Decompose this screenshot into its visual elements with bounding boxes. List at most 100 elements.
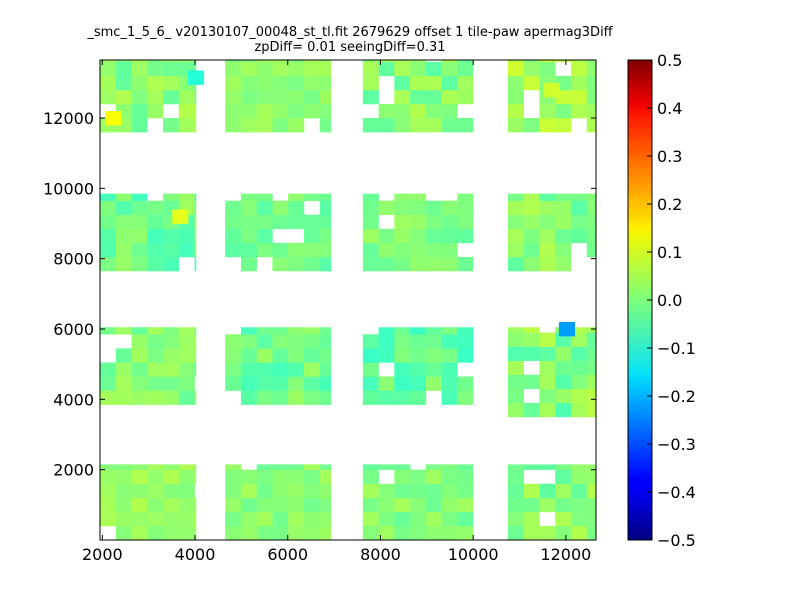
heatmap-cell [178, 390, 195, 405]
heatmap-cell [555, 214, 572, 230]
heatmap-cell [523, 60, 540, 63]
heatmap-cell [115, 390, 132, 405]
heatmap-cell [539, 525, 556, 541]
heatmap-cell [441, 256, 458, 272]
heatmap-cell [240, 75, 257, 91]
heatmap-cells [100, 60, 597, 541]
heatmap-cell [555, 256, 572, 272]
heatmap-cell [362, 464, 379, 470]
heatmap-cell [256, 497, 273, 513]
heatmap-cell [523, 214, 540, 230]
heatmap-cell [441, 118, 458, 133]
heatmap-cell [147, 75, 164, 91]
heatmap-cell [539, 360, 556, 376]
heatmap-cell [362, 334, 379, 349]
heatmap-cell [131, 469, 148, 485]
heatmap-cell [240, 103, 257, 119]
heatmap-cell [100, 61, 117, 77]
plot-frame [99, 59, 597, 541]
heatmap-cell [100, 256, 117, 272]
heatmap-cell [288, 327, 305, 335]
heatmap-cell [272, 497, 289, 513]
heatmap-cell [555, 497, 572, 513]
heatmap-cell [441, 390, 458, 405]
colorbar-ticks: 0.5 0.4 0.3 0.2 0.1 0.0 −0.1 −0.2 −0.3 −0.4 −0.5 [647, 51, 696, 550]
heatmap-cell [539, 193, 556, 201]
colorbar-tick-label: −0.1 [657, 339, 696, 358]
heatmap-cell [303, 483, 321, 499]
heatmap-cell [457, 256, 474, 272]
heatmap-cell [539, 256, 556, 272]
heatmap-cell [105, 110, 122, 126]
heatmap-cell [272, 511, 289, 527]
heatmap-cell [425, 497, 442, 513]
heatmap-cell [100, 464, 117, 470]
heatmap-cell [539, 332, 556, 347]
heatmap-cell [272, 89, 289, 105]
heatmap-cell [319, 60, 332, 63]
heatmap-cell [303, 214, 321, 230]
heatmap-cell [147, 256, 164, 272]
heatmap-cell [163, 525, 180, 541]
heatmap-cell [100, 390, 117, 405]
heatmap-cell [523, 327, 540, 333]
heatmap-cell [441, 483, 458, 499]
heatmap-cell [378, 256, 395, 272]
heatmap-cell [425, 376, 442, 391]
heatmap-cell [100, 483, 117, 499]
heatmap-cell [288, 61, 305, 77]
heatmap-cell [303, 362, 321, 377]
heatmap-cell [163, 75, 180, 91]
heatmap-cell [303, 75, 321, 91]
heatmap-cell [570, 483, 588, 499]
heatmap-cell [570, 346, 588, 361]
heatmap-cell [362, 348, 379, 363]
heatmap-cell [539, 374, 556, 390]
heatmap-cell [362, 60, 379, 63]
heatmap-cell [303, 525, 321, 541]
y-tick-label: 8000 [53, 250, 94, 269]
heatmap-cell [115, 376, 132, 391]
heatmap-cell [272, 334, 289, 349]
heatmap-cell [555, 60, 572, 63]
heatmap-cell [131, 376, 148, 391]
heatmap-cell [523, 346, 540, 361]
heatmap-cell [256, 525, 273, 541]
heatmap-cell [394, 464, 411, 470]
heatmap-cell [131, 200, 148, 216]
heatmap-cell [240, 497, 257, 513]
heatmap-cell [507, 89, 524, 105]
heatmap-cell [507, 60, 524, 63]
heatmap-cell [586, 214, 597, 230]
heatmap-cell [256, 327, 273, 335]
heatmap-cell [100, 75, 117, 91]
heatmap-cell [256, 214, 273, 230]
heatmap-cell [319, 103, 332, 119]
heatmap-cell [425, 464, 442, 470]
heatmap-cell [457, 327, 474, 335]
heatmap-cell [288, 497, 305, 513]
y-tick-label: 10000 [43, 179, 94, 198]
heatmap-cell [457, 469, 474, 485]
heatmap-cell [523, 242, 540, 258]
heatmap-cell [507, 103, 524, 119]
heatmap-cell [115, 193, 132, 201]
heatmap-cell [147, 242, 164, 258]
heatmap-cell [147, 511, 164, 527]
heatmap-cell [586, 388, 597, 404]
heatmap-cell [240, 334, 257, 349]
heatmap-cell [410, 348, 427, 363]
heatmap-cell [178, 362, 195, 377]
heatmap-cell [362, 214, 379, 230]
heatmap-cell [303, 497, 321, 513]
heatmap-cell [394, 362, 411, 377]
heatmap-cell [225, 228, 242, 244]
heatmap-cell [272, 469, 289, 485]
heatmap-cell [288, 348, 305, 363]
heatmap-cell [131, 497, 148, 513]
heatmap-cell [194, 497, 197, 513]
heatmap-cell [131, 75, 148, 91]
heatmap-cell [225, 348, 242, 363]
colorbar-tick-label: 0.1 [657, 243, 682, 262]
heatmap-cell [303, 334, 321, 349]
